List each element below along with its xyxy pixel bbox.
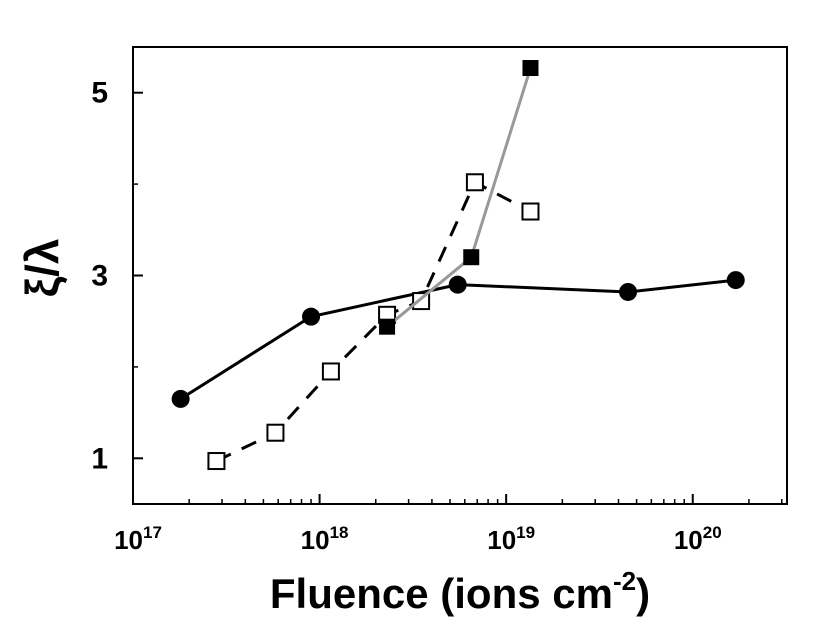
x-tick-label: 1019 bbox=[487, 523, 535, 555]
y-axis-title: ξ/λ bbox=[16, 239, 68, 298]
y-tick-label: 5 bbox=[91, 77, 108, 110]
data-point bbox=[522, 60, 539, 77]
series-2-line bbox=[215, 180, 532, 463]
series-2 bbox=[207, 173, 540, 471]
series-3 bbox=[379, 60, 539, 335]
x-tick-base: 10 bbox=[301, 525, 330, 555]
data-point bbox=[266, 423, 285, 442]
data-point bbox=[171, 389, 190, 408]
series-layer bbox=[171, 60, 745, 471]
x-axis-title-superscript: -2 bbox=[613, 566, 636, 596]
data-point bbox=[521, 202, 540, 221]
data-point bbox=[379, 318, 396, 335]
data-point bbox=[619, 282, 638, 301]
x-axis-title: Fluence (ions cm-2) bbox=[270, 566, 650, 617]
plot-frame bbox=[132, 46, 788, 505]
data-point bbox=[726, 271, 745, 290]
data-point bbox=[463, 249, 480, 266]
data-point bbox=[465, 173, 484, 192]
x-tick-exponent: 19 bbox=[516, 523, 535, 542]
data-point bbox=[302, 307, 321, 326]
data-point bbox=[207, 452, 226, 471]
data-point bbox=[448, 275, 467, 294]
x-tick-exponent: 17 bbox=[143, 523, 162, 542]
x-tick-exponent: 20 bbox=[703, 523, 722, 542]
x-axis-title-close: ) bbox=[636, 570, 650, 617]
y-tick-label: 3 bbox=[91, 260, 108, 293]
series-1 bbox=[171, 271, 745, 408]
x-tick-label: 1018 bbox=[301, 523, 349, 555]
series-1-line bbox=[179, 278, 736, 401]
data-point bbox=[321, 362, 340, 381]
x-tick-label: 1017 bbox=[114, 523, 162, 555]
y-tick-label: 1 bbox=[91, 442, 108, 475]
x-tick-label: 1020 bbox=[674, 523, 722, 555]
x-tick-base: 10 bbox=[674, 525, 703, 555]
x-tick-base: 10 bbox=[114, 525, 143, 555]
x-axis-title-text: Fluence (ions cm bbox=[270, 570, 613, 617]
x-tick-base: 10 bbox=[487, 525, 516, 555]
x-tick-exponent: 18 bbox=[330, 523, 349, 542]
